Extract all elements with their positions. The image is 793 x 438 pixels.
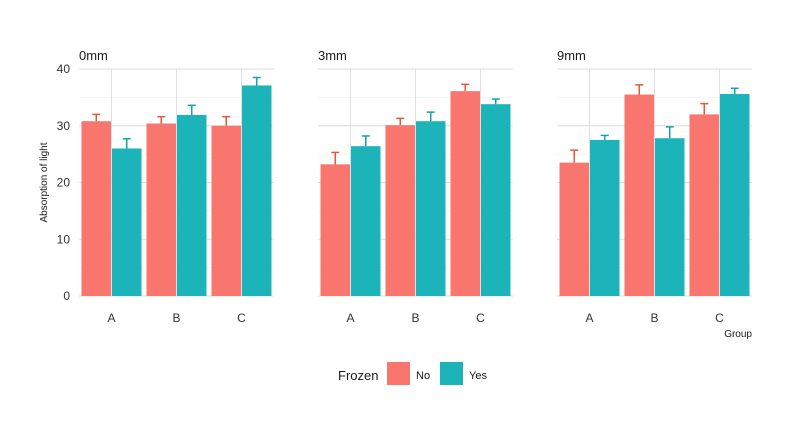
legend-swatch-no — [387, 362, 410, 385]
bar-yes — [720, 93, 750, 296]
bar-no — [146, 123, 176, 296]
bar-yes — [481, 104, 511, 296]
x-tick-label: B — [172, 311, 180, 325]
x-tick-label: B — [411, 311, 419, 325]
x-tick-label: C — [237, 311, 246, 325]
x-tick-label: A — [346, 311, 354, 325]
panel-title: 9mm — [557, 48, 586, 63]
x-axis-title: Group — [724, 329, 752, 340]
legend-title: Frozen — [338, 368, 378, 383]
bar-yes — [351, 146, 381, 296]
bar-yes — [590, 139, 620, 296]
bar-no — [211, 125, 241, 296]
legend-label: Yes — [469, 370, 487, 382]
bar-no — [320, 164, 350, 296]
bar-no — [559, 162, 589, 296]
y-axis-title: Absorption of light — [39, 142, 50, 222]
legend-label: No — [416, 370, 430, 382]
bar-no — [624, 94, 654, 296]
x-tick-label: C — [715, 311, 724, 325]
y-tick-label: 40 — [57, 62, 71, 76]
bar-no — [81, 121, 111, 297]
bar-yes — [655, 138, 685, 296]
x-tick-label: A — [107, 311, 115, 325]
x-tick-label: C — [476, 311, 485, 325]
bar-no — [385, 125, 415, 297]
x-tick-label: B — [650, 311, 658, 325]
y-tick-label: 30 — [57, 119, 71, 133]
panel-title: 3mm — [318, 48, 347, 63]
panel-title: 0mm — [79, 48, 108, 63]
bar-no — [689, 114, 719, 297]
bar-yes — [242, 85, 272, 297]
y-tick-label: 0 — [63, 289, 70, 303]
bar-yes — [416, 121, 446, 297]
bar-yes — [177, 114, 207, 296]
legend-swatch-yes — [440, 362, 463, 385]
y-tick-label: 20 — [57, 176, 71, 190]
bar-no — [450, 91, 480, 296]
bar-yes — [112, 148, 142, 296]
x-tick-label: A — [585, 311, 593, 325]
y-tick-label: 10 — [57, 232, 71, 246]
